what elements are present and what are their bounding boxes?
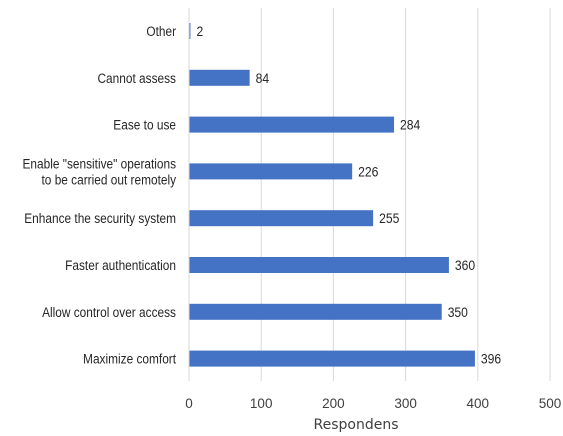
category-label-line: Enhance the security system — [24, 210, 176, 226]
category-label-line: Maximize comfort — [83, 351, 176, 367]
bar-2 — [189, 116, 395, 133]
data-label-6: 350 — [448, 304, 468, 320]
x-tick-label-200: 200 — [322, 396, 345, 411]
x-axis-title: Respondens — [314, 417, 399, 433]
x-tick-label-100: 100 — [250, 396, 273, 411]
category-label-line: Cannot assess — [97, 70, 176, 86]
category-label-1: Cannot assess — [97, 70, 176, 86]
bars — [189, 23, 475, 367]
x-tick-label-500: 500 — [539, 396, 562, 411]
data-label-2: 284 — [400, 117, 420, 133]
category-label-3: Enable "sensitive" operations to be carri… — [22, 156, 176, 188]
category-label-4: Enhance the security system — [24, 210, 176, 226]
data-label-4: 255 — [379, 211, 399, 227]
category-label-2: Ease to use — [113, 117, 176, 133]
category-label-line: Other — [146, 23, 176, 39]
category-label-line: Ease to use — [113, 117, 176, 133]
bar-4 — [189, 210, 374, 227]
data-label-3: 226 — [358, 164, 378, 180]
category-label-6: Allow control over access — [42, 304, 176, 320]
data-label-5: 360 — [455, 257, 475, 273]
category-label-line: Faster authentication — [65, 257, 176, 273]
category-label-5: Faster authentication — [65, 257, 176, 273]
category-label-0: Other — [146, 23, 176, 39]
labels: 0 100 200 300 400 500 2 Other 84 Cannot assess 284… — [22, 23, 561, 411]
x-tick-label-0: 0 — [185, 396, 193, 411]
gridlines — [260, 8, 551, 381]
category-label-line: Enable "sensitive" operations — [22, 156, 176, 172]
data-label-0: 2 — [196, 23, 203, 39]
category-label-line: to be carried out remotely — [42, 172, 177, 188]
bar-0 — [189, 23, 191, 39]
data-label-1: 84 — [256, 70, 270, 86]
category-label-line: Allow control over access — [42, 304, 176, 320]
bar-3 — [189, 163, 353, 180]
bar-7 — [189, 350, 475, 367]
category-label-7: Maximize comfort — [83, 351, 176, 367]
bar-1 — [189, 69, 250, 86]
bar-5 — [189, 257, 449, 273]
bar-6 — [189, 303, 442, 320]
x-tick-label-400: 400 — [467, 396, 490, 411]
x-tick-label-300: 300 — [394, 396, 417, 411]
data-label-7: 396 — [481, 351, 501, 367]
